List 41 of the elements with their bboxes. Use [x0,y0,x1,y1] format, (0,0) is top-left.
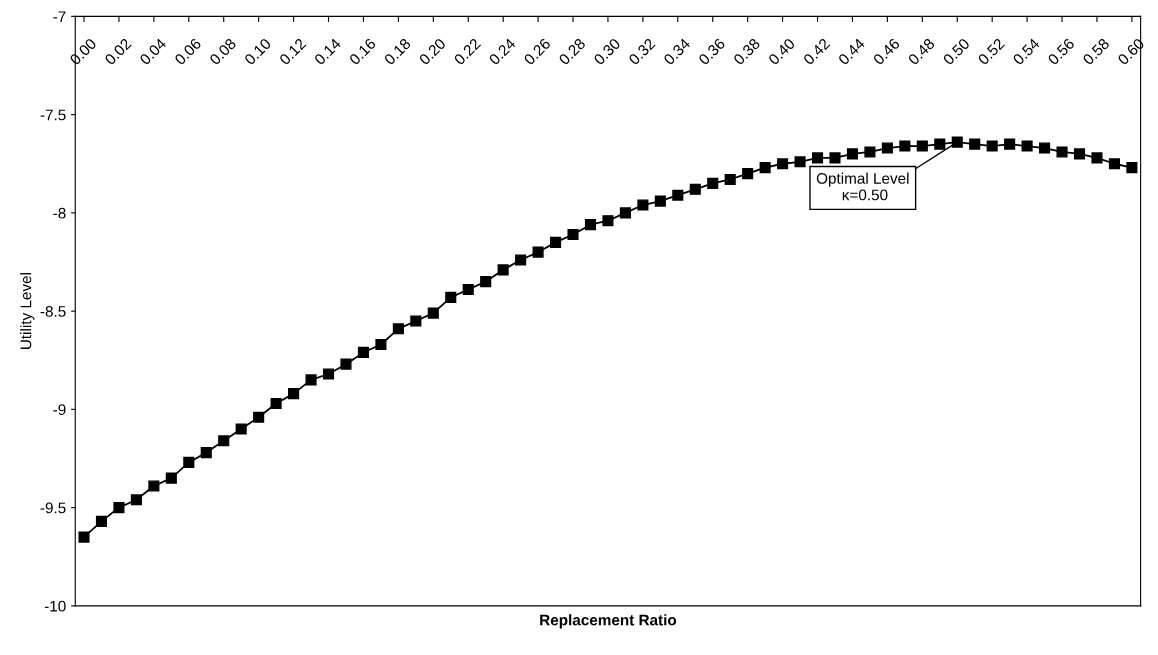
x-tick-label: 0.06 [173,37,202,66]
x-tick-label: 0.30 [593,37,621,66]
x-tick-label: 0.60 [1117,37,1145,66]
x-tick-label: 0.32 [628,37,656,66]
y-tick-label: -7 [53,11,66,22]
x-tick-label: 0.42 [802,37,831,66]
x-tick-label: 0.38 [732,37,761,66]
y-tick-label: -9.5 [40,502,66,514]
x-tick-label: 0.40 [767,37,796,66]
x-tick-label: 0.24 [488,37,517,66]
x-tick-label: 0.22 [453,37,482,66]
x-tick-label: 0.36 [697,37,726,66]
x-tick-label: 0.16 [348,37,377,66]
x-tick-label: 0.56 [1047,37,1075,66]
y-tick-label: -8.5 [40,305,66,317]
x-tick-label: 0.48 [907,37,936,66]
x-tick-label: 0.50 [942,37,971,66]
y-tick-label: -10 [44,600,66,612]
x-tick-label: 0.10 [243,37,272,66]
y-tick-label: -9 [53,404,66,416]
x-tick-label: 0.52 [977,37,1006,66]
x-tick-label: 0.14 [313,37,342,66]
x-tick-label: 0.12 [278,37,307,66]
y-tick-label: -7.5 [40,109,66,121]
x-tick-label: 0.08 [208,37,237,66]
x-tick-label: 0.00 [69,37,97,66]
y-tick-label: -8 [53,207,66,219]
x-tick-label: 0.46 [872,37,901,66]
x-tick-label: 0.58 [1082,37,1110,66]
x-tick-label: 0.26 [523,37,552,66]
annotation: Optimal Level κ=0.50 [816,172,909,201]
y-axis-title: Utility Level [20,273,35,349]
x-tick-label: 0.54 [1012,37,1041,66]
x-tick-label: 0.28 [558,37,586,66]
x-tick-label: 0.18 [383,37,412,66]
x-tick-label: 0.04 [139,37,167,66]
x-tick-label: 0.02 [104,37,132,66]
x-axis-title: Replacement Ratio [540,614,677,629]
x-tick-label: 0.44 [837,37,866,66]
x-tick-label: 0.34 [662,37,691,66]
x-tick-label: 0.20 [418,37,447,66]
